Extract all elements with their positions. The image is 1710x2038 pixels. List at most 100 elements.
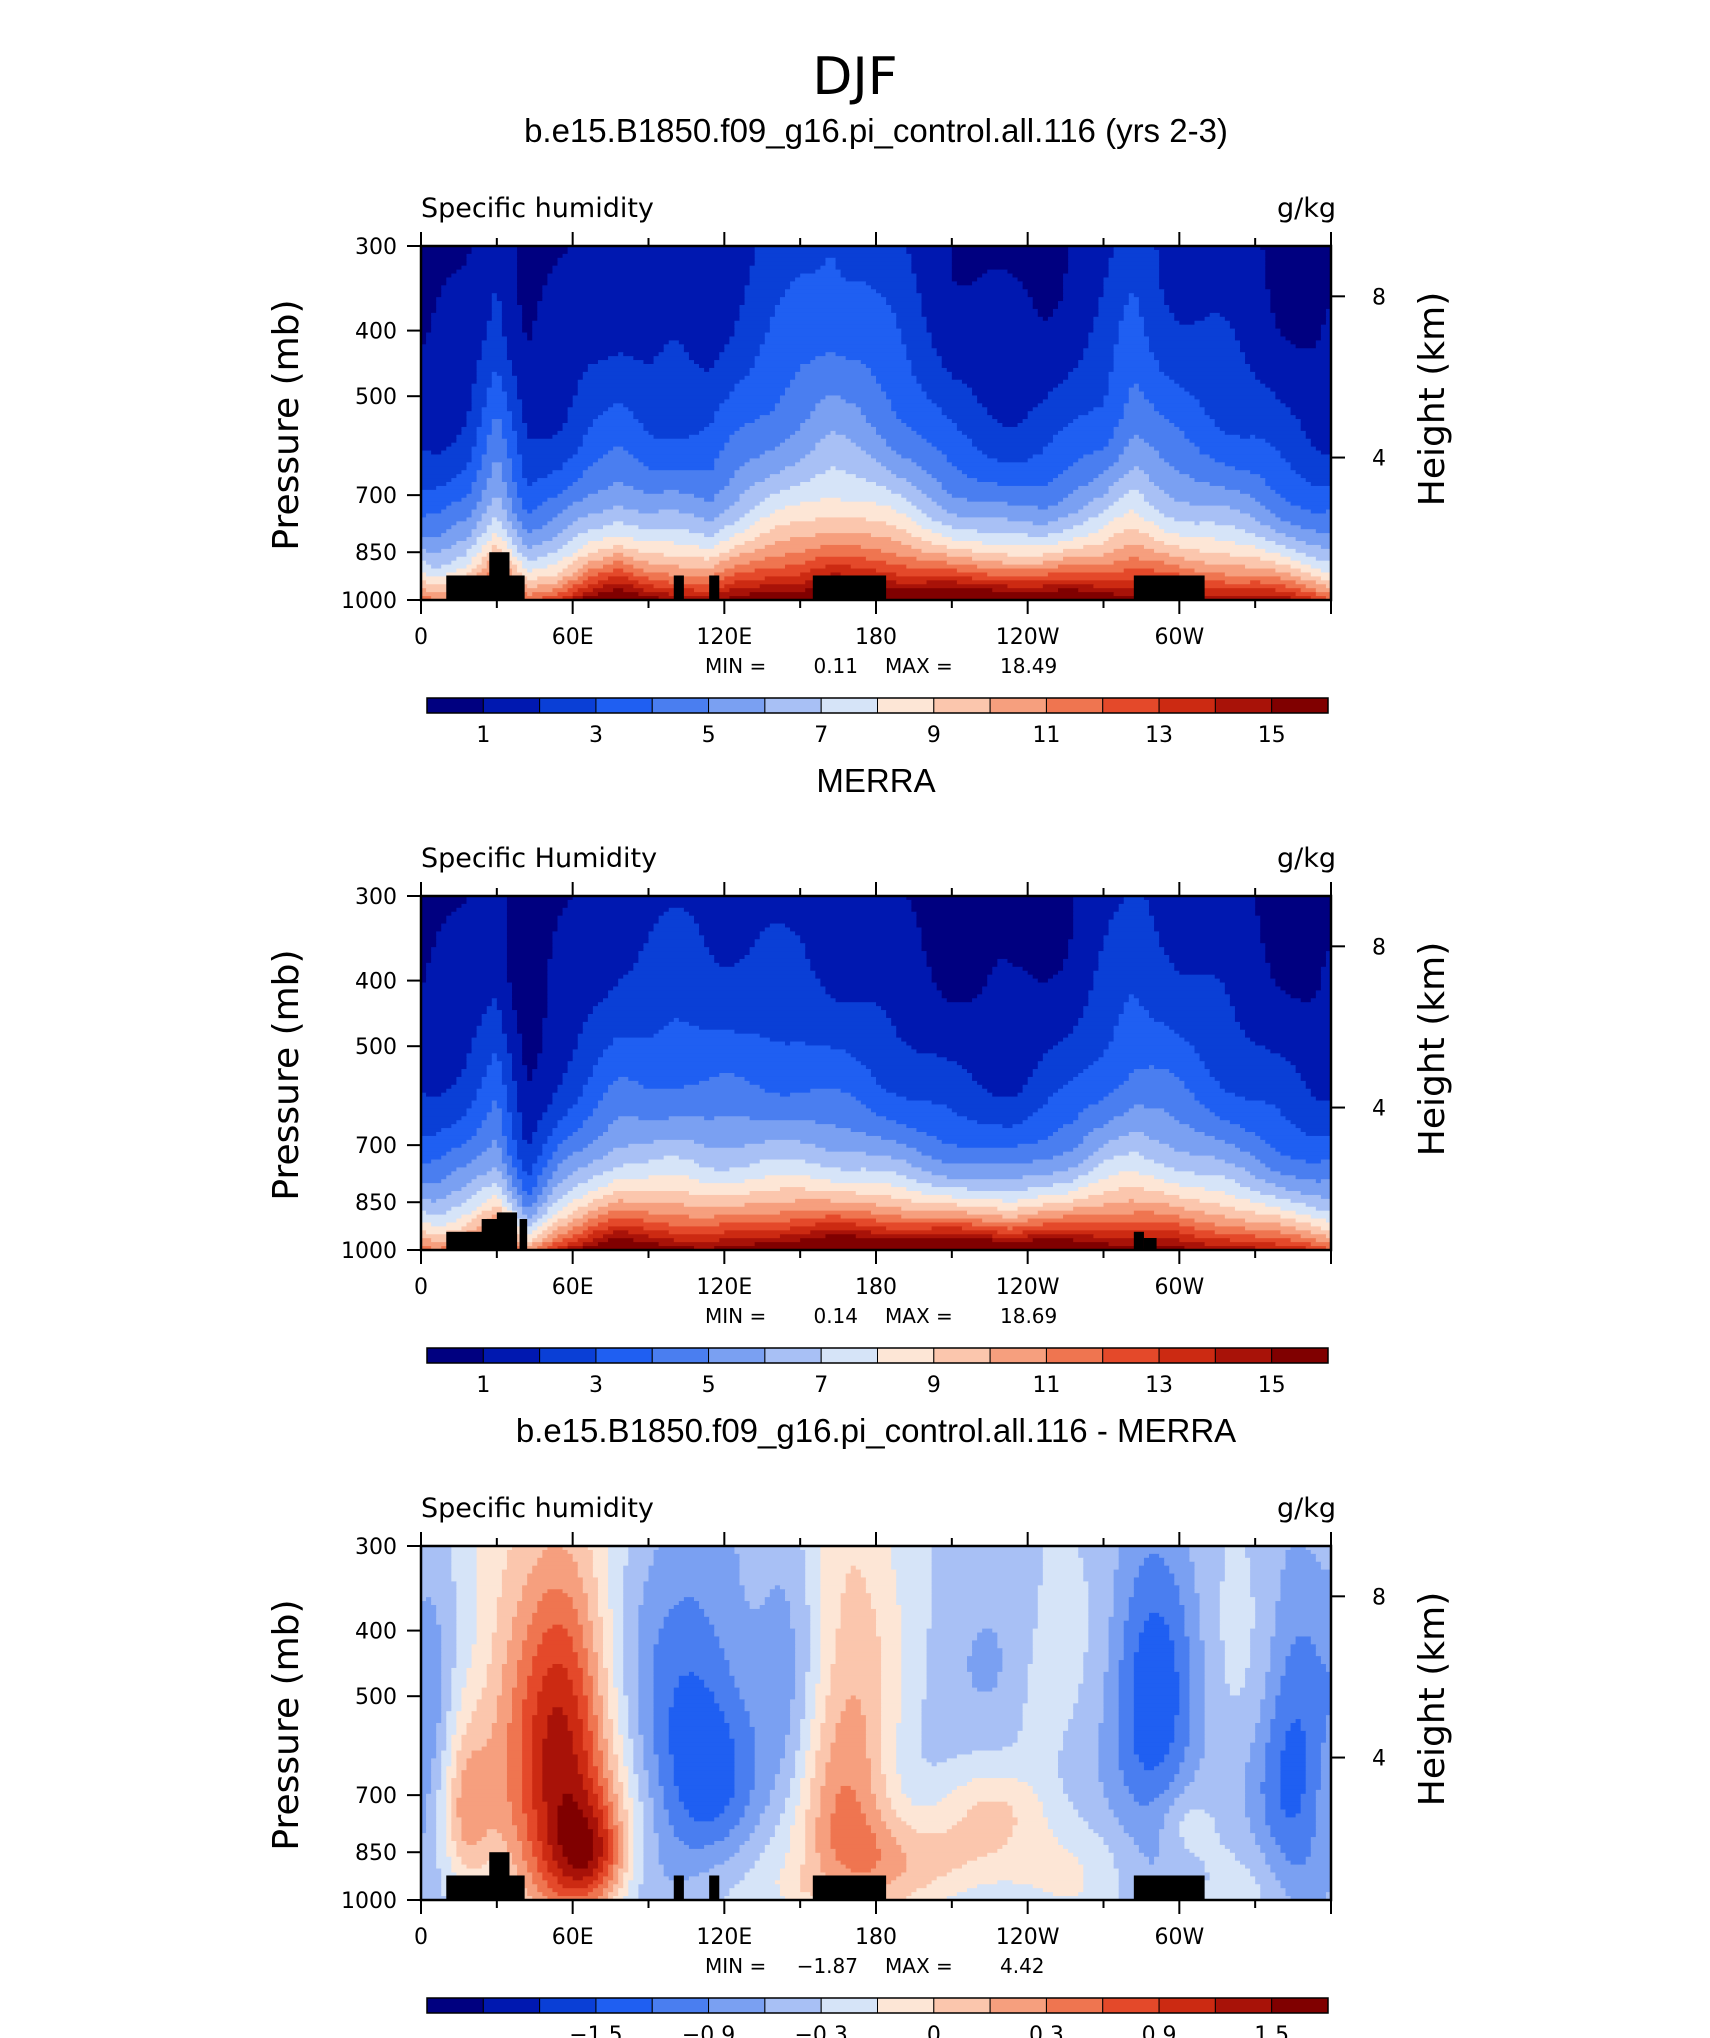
heat-cell	[1214, 458, 1287, 463]
heat-cell	[421, 497, 463, 503]
heat-cell	[431, 1238, 447, 1243]
heat-cell	[896, 1092, 993, 1098]
heat-cell	[1143, 544, 1180, 550]
heat-cell	[623, 1679, 639, 1685]
heat-cell	[820, 1620, 842, 1626]
heat-cell	[1149, 1612, 1160, 1618]
heat-cell	[572, 1644, 584, 1649]
heat-cell	[496, 1695, 513, 1700]
heat-cell	[1103, 399, 1130, 404]
heat-cell	[870, 1108, 953, 1113]
heat-cell	[1108, 919, 1155, 925]
heat-cell	[552, 470, 584, 475]
heat-cell	[572, 1640, 584, 1645]
heat-cell	[825, 1214, 842, 1220]
heat-cell	[552, 1242, 569, 1247]
heat-cell	[1118, 1687, 1135, 1693]
heat-cell	[592, 1069, 872, 1074]
heat-cell	[603, 1664, 614, 1669]
heat-cell	[1189, 1703, 1206, 1708]
heat-cell	[653, 434, 690, 440]
heat-cell	[790, 1605, 811, 1610]
heat-cell	[501, 1569, 533, 1575]
heat-cell	[572, 1553, 594, 1559]
heat-cell	[967, 1069, 1034, 1074]
heat-cell	[522, 1656, 533, 1661]
heat-cell	[729, 438, 786, 444]
heat-cell	[1204, 1707, 1261, 1712]
heat-cell	[421, 1171, 452, 1176]
heat-cell	[542, 1116, 564, 1121]
heat-cell	[754, 253, 912, 259]
heat-cell	[972, 1640, 998, 1645]
heat-cell	[557, 1210, 574, 1216]
heat-cell	[517, 533, 559, 538]
heat-cell	[881, 1652, 902, 1657]
heat-cell	[421, 383, 473, 389]
heat-cell	[592, 1687, 599, 1693]
heat-cell	[1234, 1179, 1266, 1184]
heat-cell	[562, 1546, 589, 1551]
heat-cell	[582, 1691, 594, 1697]
heat-cell	[522, 1230, 533, 1235]
heat-cell	[491, 308, 503, 314]
heat-cell	[1118, 1561, 1145, 1567]
heat-cell	[466, 415, 483, 420]
panel-title: b.e15.B1850.f09_g16.pi_control.all.116 (…	[524, 112, 1228, 149]
heat-cell	[1103, 525, 1160, 530]
heat-cell	[987, 454, 1034, 459]
heat-cell	[1325, 1246, 1331, 1250]
heat-cell	[714, 517, 741, 522]
heat-cell	[441, 450, 473, 456]
heat-cell	[1219, 1624, 1256, 1630]
heat-cell	[876, 375, 918, 381]
heat-cell	[1128, 301, 1140, 306]
heat-cell	[486, 336, 508, 341]
heat-cell	[1250, 1561, 1287, 1567]
heat-cell	[1250, 1589, 1282, 1594]
heat-cell	[1295, 1218, 1327, 1224]
heat-cell	[547, 1226, 559, 1231]
heat-cell	[653, 1553, 741, 1559]
heat-cell	[476, 1096, 508, 1102]
colorbar-swatch	[482, 1347, 541, 1364]
heat-cell	[431, 450, 442, 456]
heat-cell	[870, 1210, 968, 1216]
heat-cell	[547, 1198, 559, 1204]
heat-cell	[1209, 415, 1297, 420]
heat-cell	[1204, 1679, 1226, 1685]
heat-cell	[678, 1679, 705, 1685]
heat-cell	[638, 1691, 655, 1697]
heat-cell	[567, 541, 589, 546]
heat-cell	[835, 430, 877, 436]
heat-cell	[537, 1061, 569, 1066]
heat-cell	[471, 1210, 483, 1216]
heat-cell	[623, 1667, 639, 1673]
heat-cell	[896, 1573, 933, 1579]
heat-cell	[1214, 1076, 1302, 1082]
heat-cell	[1174, 1073, 1211, 1078]
heat-cell	[542, 1049, 574, 1054]
heat-cell	[1143, 1006, 1236, 1011]
heat-cell	[1189, 1695, 1206, 1700]
heat-cell	[1118, 1549, 1191, 1555]
heat-cell	[1113, 1612, 1130, 1618]
heat-cell	[603, 1648, 614, 1653]
heat-cell	[456, 1589, 478, 1594]
heat-cell	[1149, 1065, 1155, 1070]
heat-cell	[1280, 1589, 1331, 1594]
heat-cell	[1113, 430, 1185, 436]
heat-cell	[1300, 525, 1331, 530]
heat-cell	[517, 556, 528, 562]
heat-cell	[421, 375, 478, 381]
heat-cell	[1159, 935, 1261, 940]
heat-cell	[744, 289, 786, 294]
heat-cell	[1270, 962, 1327, 968]
heat-cell	[537, 576, 564, 581]
heat-cell	[1174, 517, 1256, 522]
heat-cell	[1194, 1589, 1221, 1594]
heat-cell	[972, 576, 1196, 581]
heat-cell	[517, 1092, 554, 1098]
heat-cell	[638, 1707, 655, 1712]
heat-cell	[1255, 1132, 1307, 1137]
